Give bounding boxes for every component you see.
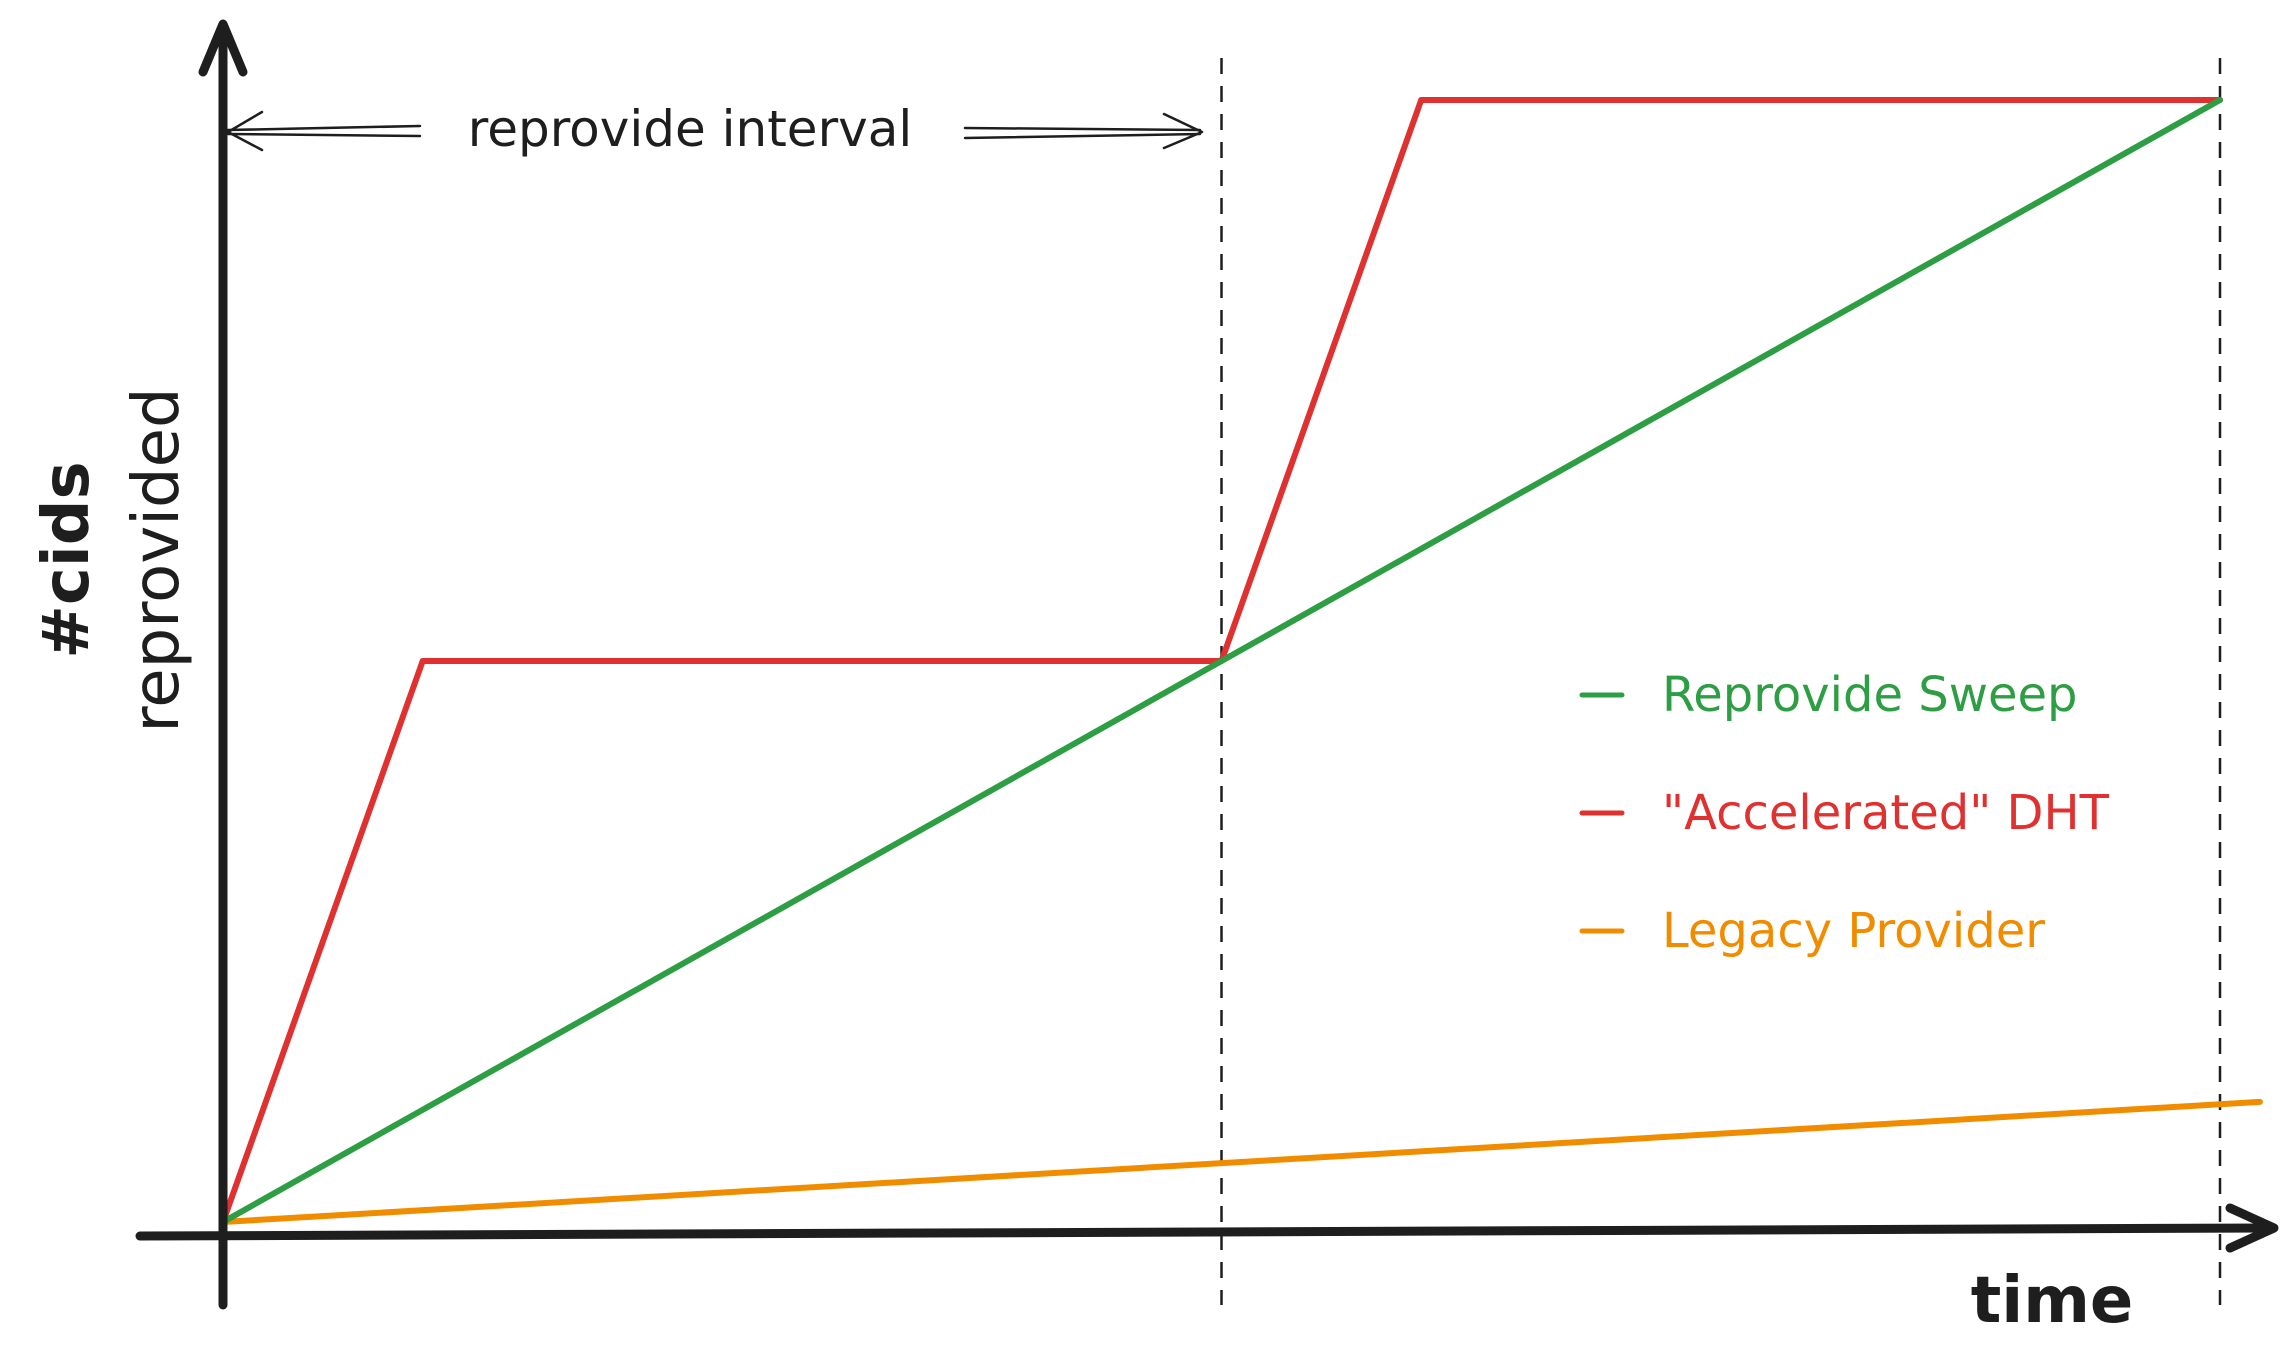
x-axis-arrowhead — [2225, 1203, 2279, 1253]
series-line-2 — [220, 1098, 2263, 1225]
interval-arrowhead-right — [1162, 112, 1204, 150]
reprovide-interval-annotation: reprovide interval — [226, 100, 1204, 158]
legend-label-2: Legacy Provider — [1662, 903, 2045, 959]
interval-arrowhead-left — [226, 110, 264, 152]
axes — [135, 19, 2279, 1310]
interval-arrow-right — [963, 126, 1202, 140]
dashed-markers — [1220, 58, 2222, 1305]
legend-label-1: "Accelerated" DHT — [1662, 785, 2110, 841]
x-axis — [135, 1223, 2273, 1241]
y-axis-arrowhead — [198, 19, 248, 77]
legend-label-0: Reprovide Sweep — [1662, 667, 2078, 723]
legend: Reprovide Sweep "Accelerated" DHT Legacy P… — [1579, 667, 2110, 959]
series-line-0 — [220, 97, 2223, 1225]
series-layer — [220, 97, 2263, 1225]
y-axis-label-line2: reprovided — [120, 387, 194, 732]
interval-label: reprovide interval — [468, 100, 913, 158]
interval-arrow-left — [226, 124, 422, 138]
y-axis-label-line1: #cids — [30, 461, 104, 658]
axis-labels: #cids reprovided time — [30, 387, 2133, 1338]
x-axis-label: time — [1971, 1264, 2134, 1338]
